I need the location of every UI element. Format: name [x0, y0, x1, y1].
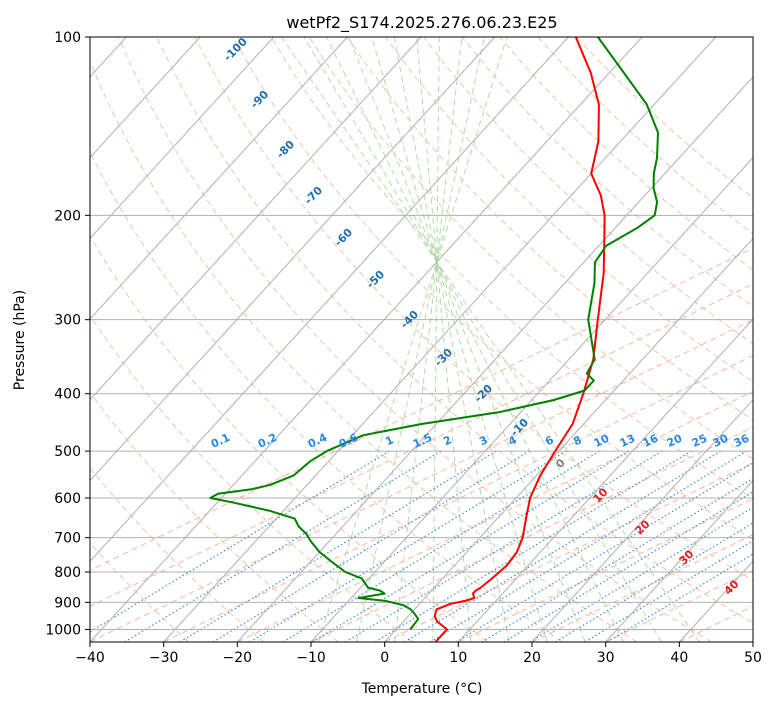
y-tick-label: 1000 [45, 622, 81, 638]
isotherm-line [90, 37, 201, 159]
x-tick-label: 50 [744, 650, 762, 666]
salmon-dashed-line [384, 462, 753, 642]
moist-adiabat-line [356, 37, 485, 642]
isotherm-line [163, 37, 717, 642]
isotherm-line [457, 318, 753, 642]
dry-adiabat-line [90, 235, 488, 642]
isotherm-line [90, 37, 496, 482]
mixing-ratio-label: 20 [665, 432, 685, 450]
dewpoint-profile-line [209, 37, 659, 631]
temperature-profile-line [433, 37, 606, 642]
salmon-dashed-line [237, 390, 753, 642]
moist-adiabat-line [432, 37, 440, 642]
moist-adiabat-line [371, 37, 548, 642]
mixing-ratio-label: 36 [732, 432, 752, 450]
y-tick-label: 700 [54, 531, 81, 547]
x-tick-label: −10 [296, 650, 326, 666]
isotherm-line [605, 479, 753, 642]
x-tick-label: −30 [149, 650, 179, 666]
y-tick-label: 200 [54, 208, 81, 224]
y-tick-label: 800 [54, 565, 81, 581]
y-tick-label: 600 [54, 491, 81, 507]
x-tick-label: −40 [75, 650, 105, 666]
x-tick-label: 40 [670, 650, 688, 666]
dry-adiabat-line [270, 37, 753, 500]
isotherm-line [310, 156, 753, 642]
y-tick-label: 500 [54, 444, 81, 460]
x-tick-label: 20 [523, 650, 541, 666]
moist-adiabat-line [326, 37, 624, 642]
isotherm-line [90, 37, 275, 240]
moist-adiabat-line [318, 37, 508, 642]
mixing-ratio-label: 25 [690, 432, 709, 450]
chart-title: wetPf2_S174.2025.276.06.23.E25 [286, 13, 557, 33]
salmon-dashed-line [90, 283, 753, 607]
moist-adiabat-line [348, 37, 586, 642]
moist-adiabat-line [394, 37, 463, 642]
y-tick-label: 100 [54, 30, 81, 46]
x-tick-label: 30 [597, 650, 615, 666]
isotherm-line [90, 37, 422, 401]
dry-adiabat-line [194, 37, 753, 582]
plot-frame [89, 36, 754, 643]
isotherm-line [90, 37, 569, 563]
dry-adiabat-line [346, 37, 753, 421]
moist-adiabat-line [393, 37, 510, 642]
dry-adiabat-line [232, 37, 753, 540]
dry-adiabat-line [118, 37, 712, 642]
x-tick-label: 0 [380, 650, 389, 666]
dry-adiabat-line [308, 37, 753, 460]
dry-adiabat-line [90, 467, 264, 642]
x-tick-label: 10 [449, 650, 467, 666]
isotherm-line [531, 399, 753, 642]
axes: −40 −30 −20 −10 0 10 20 30 40 50 100 200 300 400 500 60… [45, 30, 762, 666]
mixing-ratio-label: 10 [592, 432, 612, 450]
y-tick-label: 400 [54, 387, 81, 403]
salmon-dashed-line [310, 426, 753, 642]
mixing-ratio-label: 16 [641, 432, 661, 450]
dry-adiabat-line [90, 60, 638, 642]
x-tick-label: −20 [223, 650, 253, 666]
mixing-ratio-label: 13 [618, 432, 637, 450]
isotherm-line [90, 37, 643, 642]
dry-adiabat-line [90, 542, 190, 642]
mixing-ratio-label: 30 [711, 432, 731, 450]
isotherm-line [236, 76, 753, 642]
y-tick-label: 300 [54, 313, 81, 329]
isotherm-line [384, 237, 753, 642]
profile-lines [209, 37, 659, 642]
y-tick-label: 900 [54, 595, 81, 611]
dry-adiabat-line [156, 37, 753, 624]
x-axis-label: Temperature (°C) [361, 681, 483, 697]
moist-adiabat-line [281, 37, 700, 642]
salmon-dashed-line [163, 355, 753, 642]
y-axis-label: Pressure (hPa) [12, 290, 28, 390]
isotherm-line [90, 37, 348, 320]
salmon-dashed-line [90, 319, 753, 642]
